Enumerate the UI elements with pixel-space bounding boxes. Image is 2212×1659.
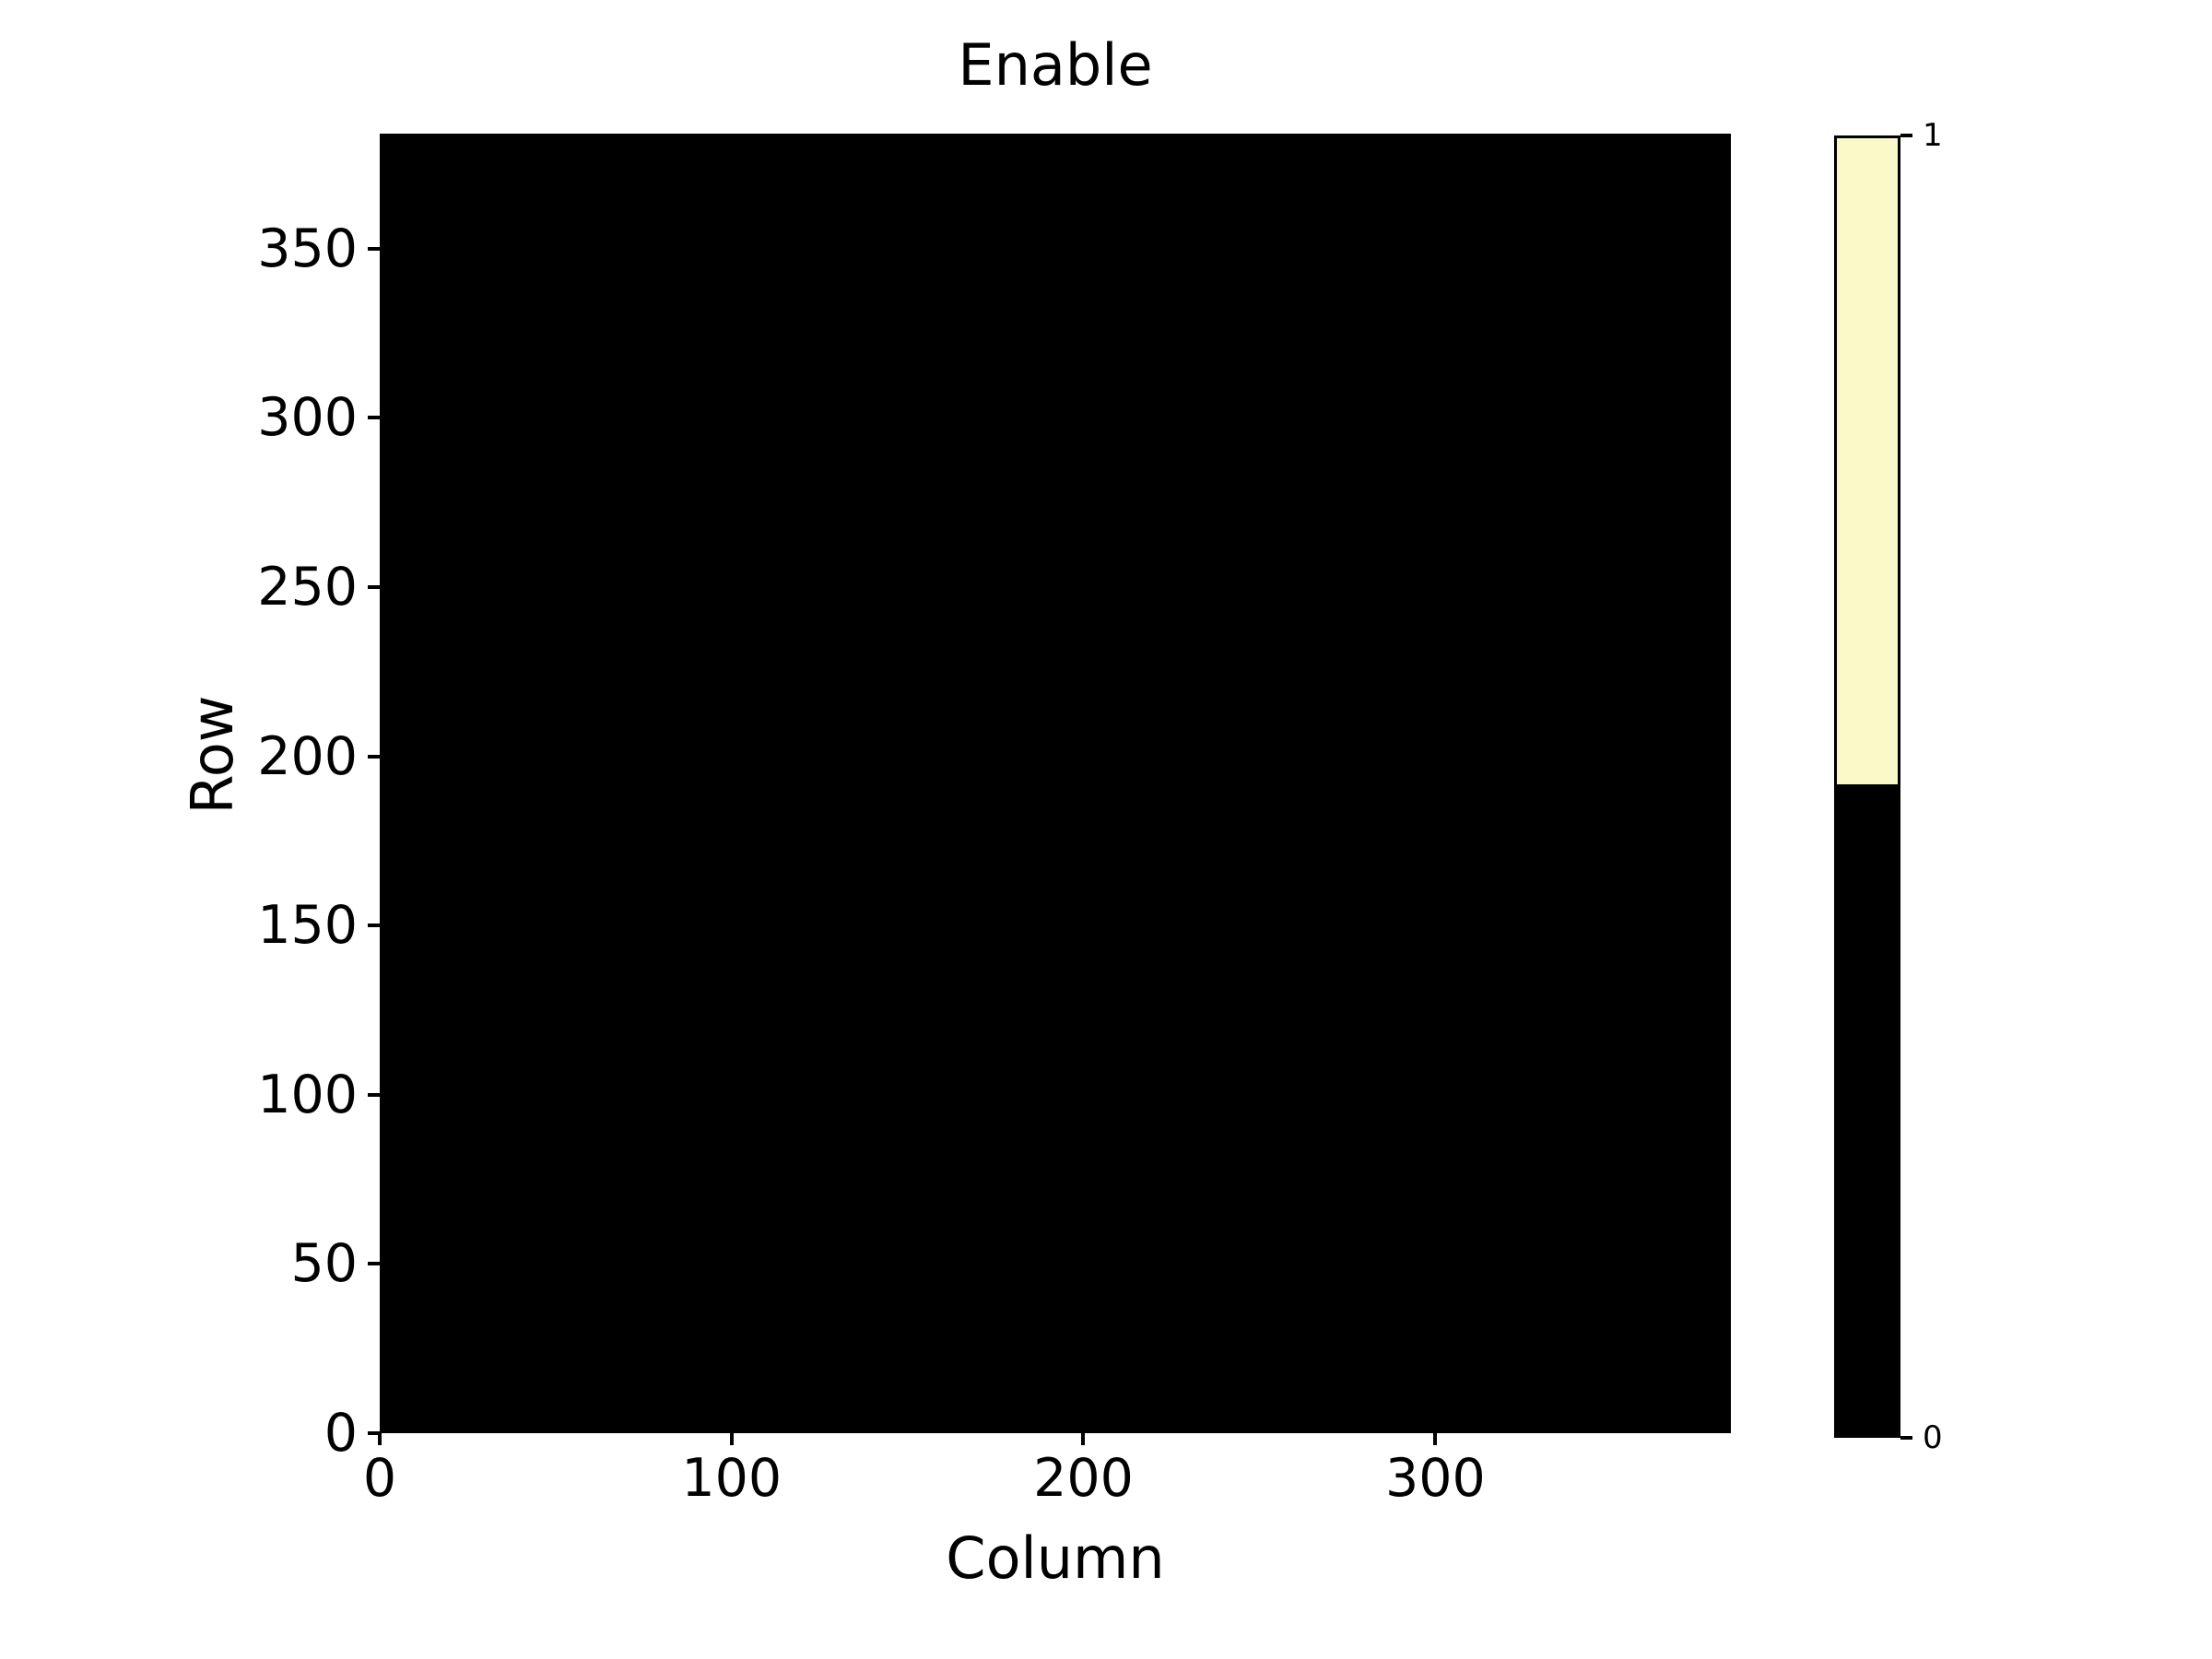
y-tick-label: 250 xyxy=(257,557,358,618)
y-tick-mark xyxy=(368,754,380,759)
y-tick-label: 350 xyxy=(257,218,358,279)
y-tick-mark xyxy=(368,416,380,420)
y-tick-mark xyxy=(368,585,380,590)
colorbar-tick-label: 1 xyxy=(1923,117,1943,154)
y-tick-label: 200 xyxy=(257,725,358,787)
x-tick-mark xyxy=(378,1433,382,1445)
colorbar-segment xyxy=(1837,138,1898,784)
x-tick-label: 0 xyxy=(362,1448,397,1509)
colorbar[interactable] xyxy=(1834,135,1900,1438)
y-tick-label: 100 xyxy=(257,1064,358,1125)
y-axis-label: Row xyxy=(179,695,246,815)
x-tick-label: 300 xyxy=(1384,1448,1486,1509)
y-tick-label: 50 xyxy=(290,1233,358,1295)
y-tick-mark xyxy=(368,1431,380,1435)
colorbar-tick-label: 0 xyxy=(1923,1419,1943,1456)
y-tick-mark xyxy=(368,1092,380,1097)
heatmap-image[interactable] xyxy=(380,134,1731,1433)
x-tick-mark xyxy=(729,1433,734,1445)
y-tick-label: 0 xyxy=(324,1403,358,1464)
y-tick-label: 150 xyxy=(257,895,358,957)
colorbar-tick-mark xyxy=(1900,1436,1912,1440)
x-tick-mark xyxy=(1081,1433,1086,1445)
y-tick-mark xyxy=(368,1262,380,1266)
x-tick-label: 100 xyxy=(681,1448,782,1509)
colorbar-segment xyxy=(1837,783,1898,1435)
y-tick-label: 300 xyxy=(257,387,358,449)
y-tick-mark xyxy=(368,246,380,251)
heatmap-axes[interactable]: 0 50 100 150 200 250 300 350 0 100 200 300 xyxy=(257,134,1731,1507)
x-axis-label: Column xyxy=(946,1524,1165,1592)
y-tick-mark xyxy=(368,924,380,928)
colorbar-tick-mark xyxy=(1900,134,1912,137)
page-title: Enable xyxy=(958,31,1153,99)
x-tick-mark xyxy=(1433,1433,1438,1445)
x-tick-label: 200 xyxy=(1033,1448,1134,1509)
